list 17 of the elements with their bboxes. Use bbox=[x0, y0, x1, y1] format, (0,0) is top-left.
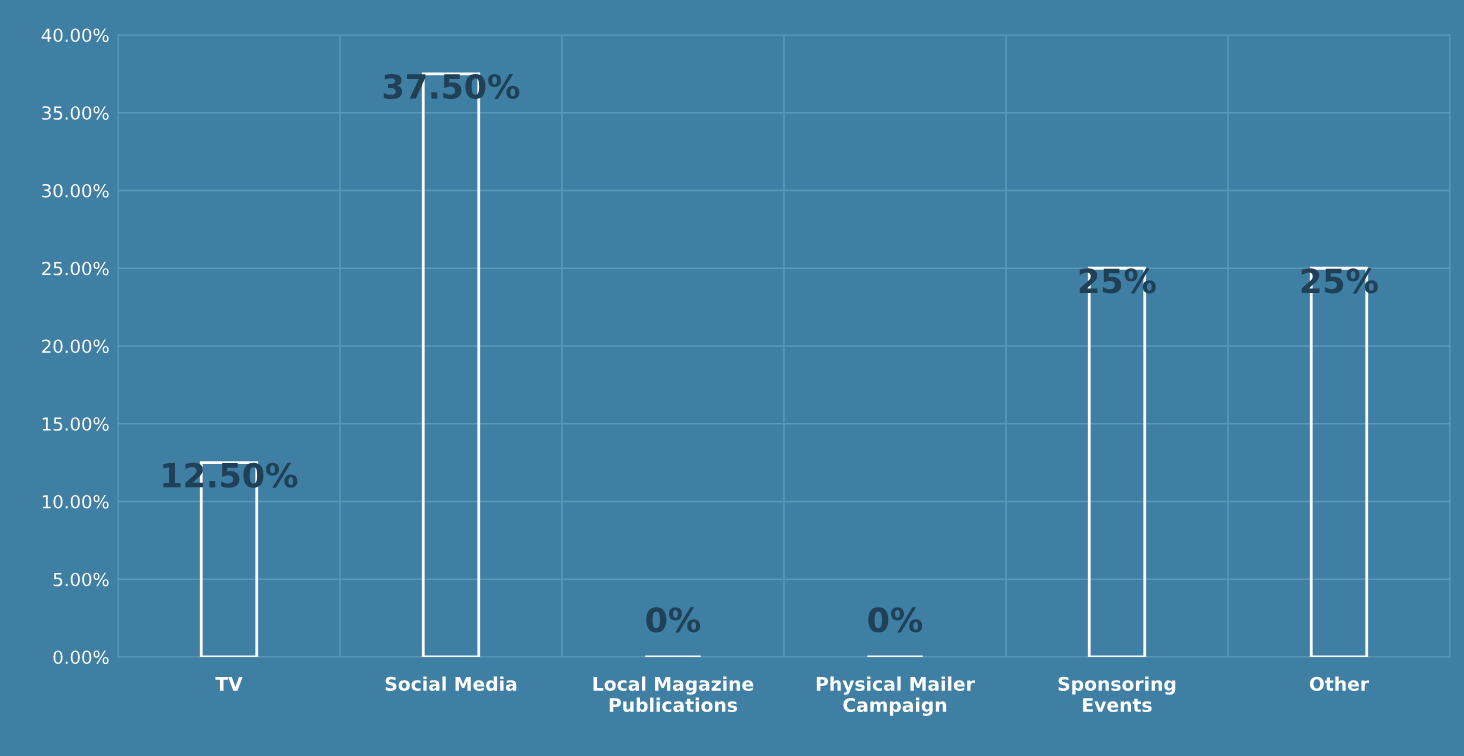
x-tick-label: TV bbox=[215, 677, 243, 691]
x-tick-label: Social Media bbox=[385, 676, 517, 691]
y-tick-label: 5.00% bbox=[53, 572, 109, 587]
data-label: 0% bbox=[646, 607, 701, 633]
x-tick-label: Local Magazine Publications bbox=[593, 676, 754, 713]
x-tick-label: Other bbox=[1309, 676, 1370, 691]
y-tick-label: 35.00% bbox=[42, 106, 109, 120]
x-tick-label: Physical Mailer Campaign bbox=[816, 676, 975, 716]
data-label: 0% bbox=[868, 607, 923, 633]
y-tick-label: 40.00% bbox=[41, 28, 109, 43]
y-tick-label: 30.00% bbox=[42, 183, 109, 198]
y-tick-label: 25.00% bbox=[42, 261, 109, 276]
y-tick-label: 20.00% bbox=[42, 339, 109, 354]
x-tick-label: Sponsoring Events bbox=[1058, 676, 1176, 713]
y-tick-label: 0.00% bbox=[53, 650, 109, 665]
y-tick-label: 15.00% bbox=[42, 417, 109, 431]
y-tick-label: 10.00% bbox=[42, 494, 109, 509]
